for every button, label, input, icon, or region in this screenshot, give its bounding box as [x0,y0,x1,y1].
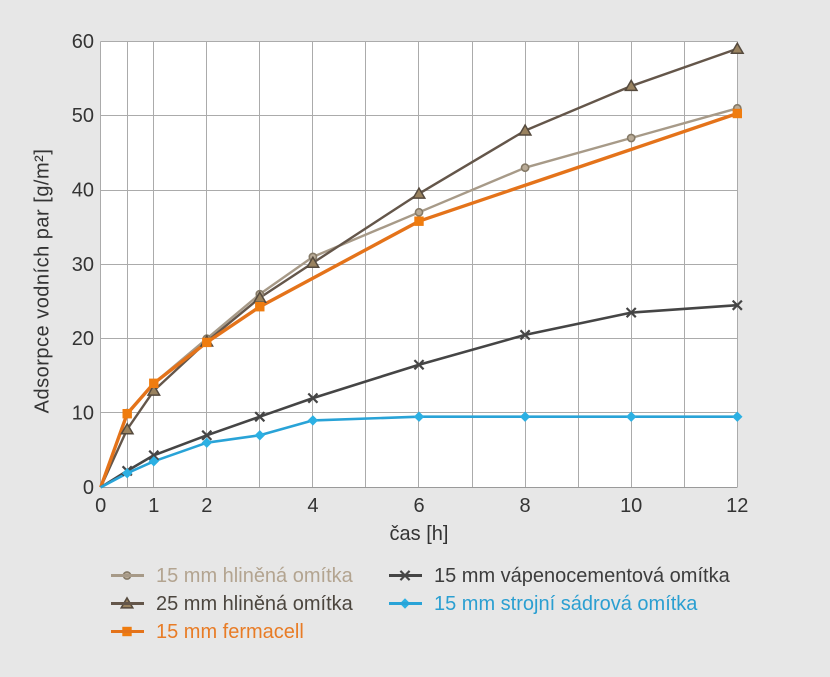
svg-text:60: 60 [72,31,94,53]
svg-text:6: 6 [413,495,424,517]
svg-text:10: 10 [620,495,642,517]
svg-text:10: 10 [72,403,94,425]
svg-text:0: 0 [95,495,106,517]
svg-text:15 mm vápenocementová omítka: 15 mm vápenocementová omítka [434,565,731,587]
svg-text:15 mm strojní sádrová omítka: 15 mm strojní sádrová omítka [434,593,698,615]
svg-text:15 mm hliněná omítka: 15 mm hliněná omítka [156,565,354,587]
svg-text:40: 40 [72,180,94,202]
svg-text:50: 50 [72,105,94,127]
svg-text:25 mm hliněná omítka: 25 mm hliněná omítka [156,593,354,615]
svg-text:2: 2 [201,495,212,517]
svg-text:20: 20 [72,328,94,350]
svg-text:Adsorpce vodních par [g/m²]: Adsorpce vodních par [g/m²] [32,149,54,414]
svg-text:12: 12 [726,495,748,517]
svg-text:15 mm fermacell: 15 mm fermacell [156,621,304,643]
svg-text:čas [h]: čas [h] [390,523,449,545]
svg-text:8: 8 [520,495,531,517]
svg-text:30: 30 [72,254,94,276]
svg-text:4: 4 [307,495,318,517]
svg-text:1: 1 [148,495,159,517]
svg-text:0: 0 [83,477,94,499]
